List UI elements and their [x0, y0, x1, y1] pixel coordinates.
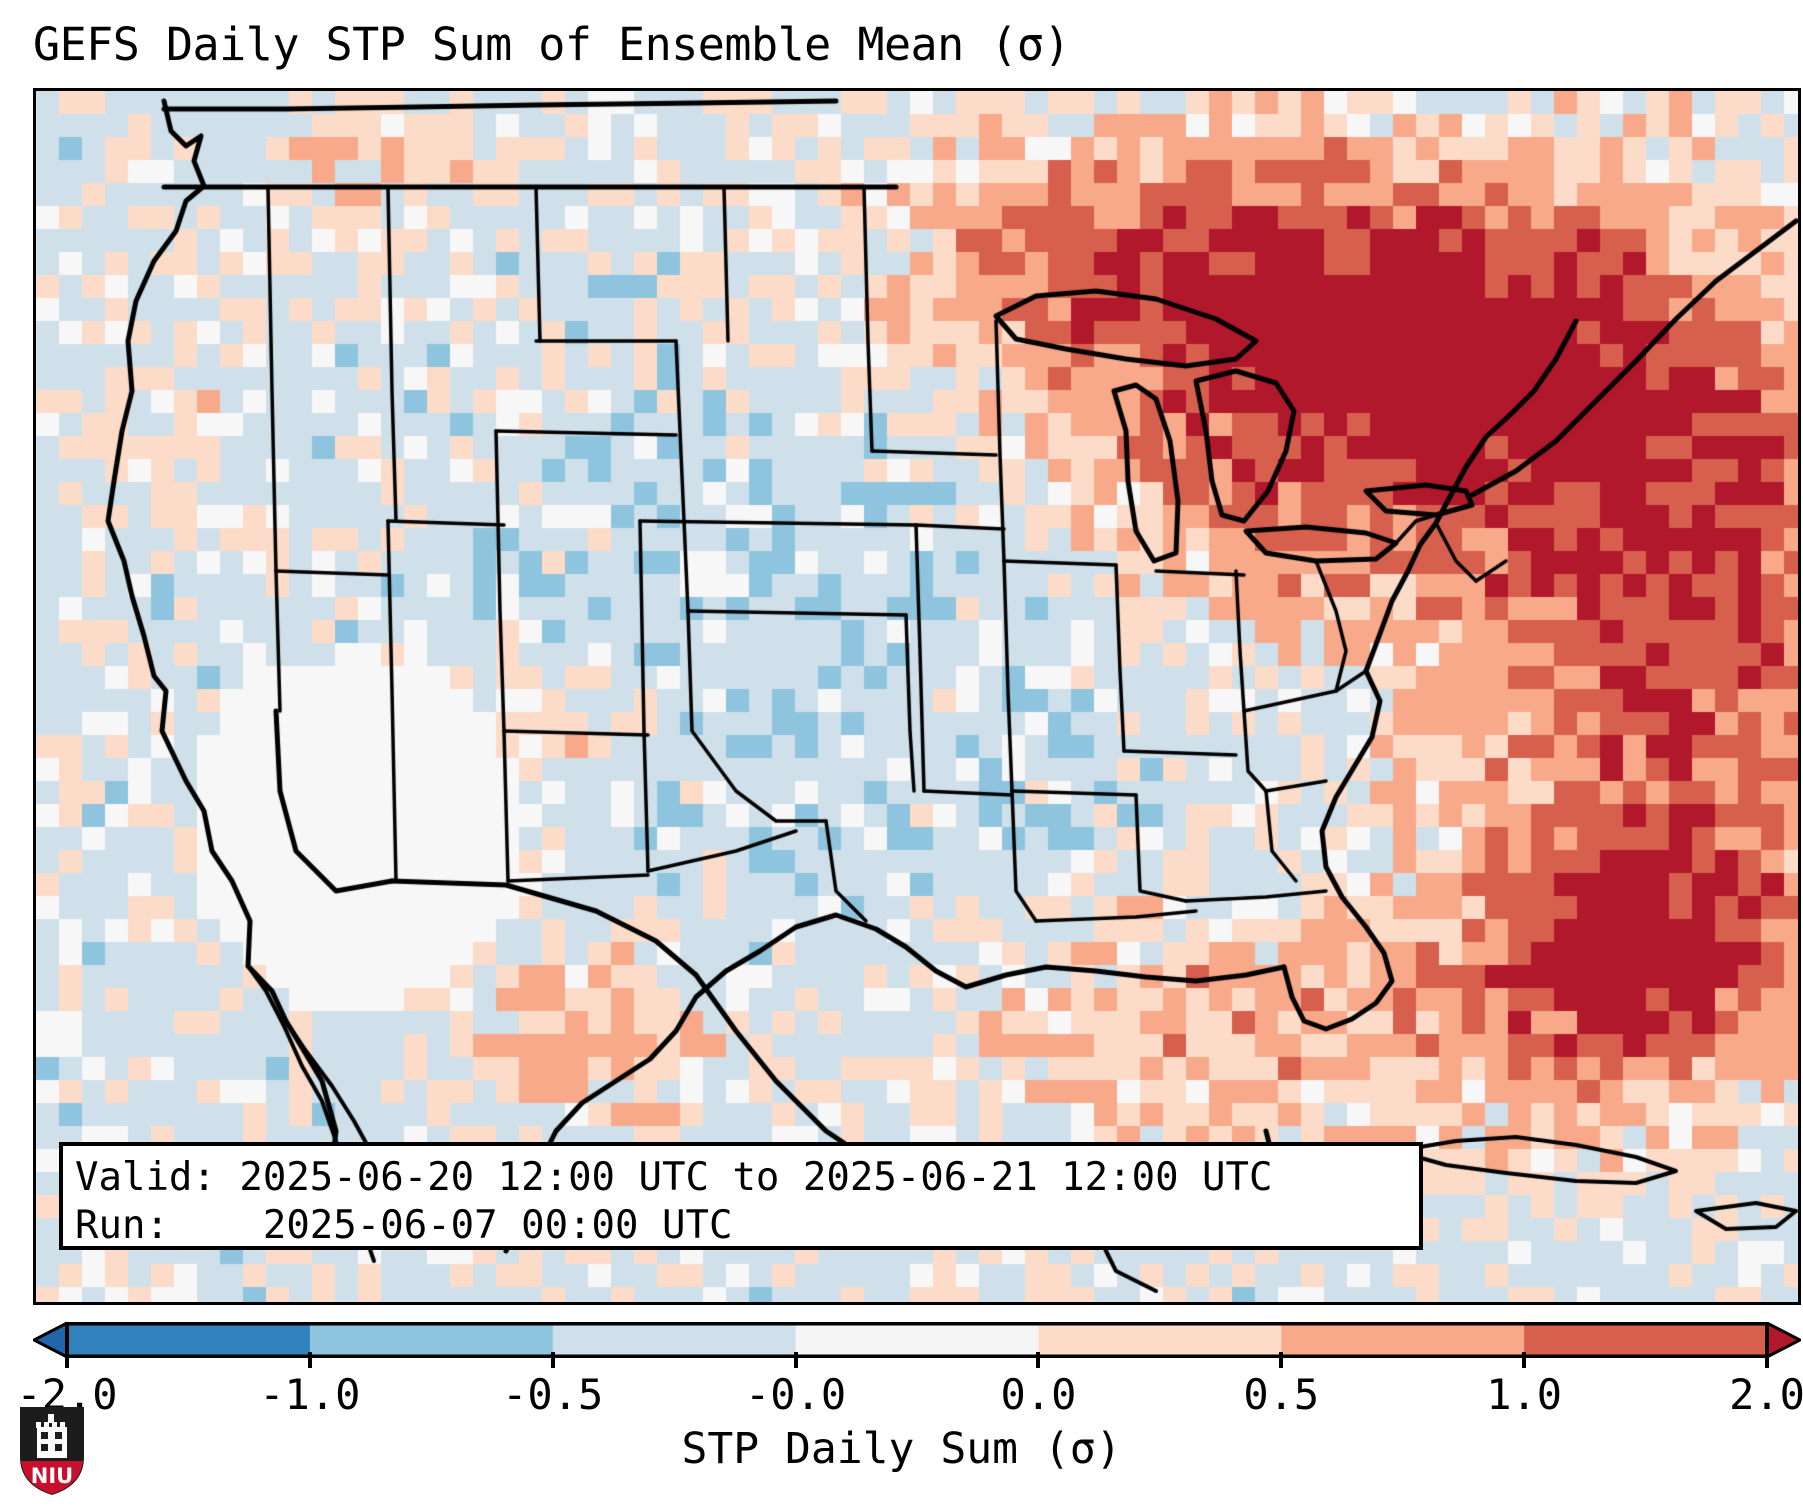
forecast-info-box: Valid: 2025-06-20 12:00 UTC to 2025-06-2…	[59, 1142, 1423, 1250]
valid-time-text: Valid: 2025-06-20 12:00 UTC to 2025-06-2…	[75, 1155, 1273, 1200]
colorbar-tick-label: 1.0	[1486, 1370, 1563, 1419]
map-plot-area	[33, 88, 1801, 1305]
colorbar-tick	[1279, 1352, 1284, 1368]
colorbar-segment	[1524, 1323, 1768, 1357]
colorbar-tick	[307, 1352, 312, 1368]
page-title: GEFS Daily STP Sum of Ensemble Mean (σ)	[33, 18, 1071, 71]
colorbar-tick	[793, 1352, 798, 1368]
logo-text: NIU	[31, 1464, 73, 1488]
colorbar-outline	[65, 1322, 1769, 1358]
colorbar-tick	[550, 1352, 555, 1368]
colorbar-segment	[795, 1323, 1040, 1357]
colorbar-tick	[65, 1352, 69, 1368]
colorbar-tick-label: -1.0	[259, 1370, 361, 1419]
colorbar-axis-label: STP Daily Sum (σ)	[681, 1424, 1122, 1474]
colorbar-segment	[67, 1323, 311, 1357]
run-time-text: Run: 2025-06-07 00:00 UTC	[75, 1203, 733, 1248]
colorbar-segment	[1038, 1323, 1282, 1357]
colorbar-tick-label: 0.5	[1243, 1370, 1320, 1419]
colorbar-segment	[1281, 1323, 1525, 1357]
colorbar-gradient	[33, 1322, 1801, 1358]
colorbar-tick	[1522, 1352, 1527, 1368]
colorbar	[33, 1322, 1801, 1358]
colorbar-tick-label: 0.0	[1000, 1370, 1077, 1419]
logo-tower-windows	[41, 1432, 62, 1451]
colorbar-ticks: -2.0 -1.0 -0.5 -0.0 0.0 0.5 1.0 2.0	[0, 1352, 1803, 1422]
colorbar-tick-label: -0.5	[502, 1370, 604, 1419]
stp-anomaly-heatmap	[36, 91, 1798, 1302]
colorbar-tick	[1036, 1352, 1041, 1368]
niu-logo: NIU	[20, 1407, 84, 1495]
logo-banner-shape	[21, 1457, 83, 1494]
colorbar-segment	[309, 1323, 554, 1357]
colorbar-tick-label: 2.0	[1729, 1370, 1803, 1419]
colorbar-tick-label: -0.0	[744, 1370, 847, 1419]
colorbar-tick	[1765, 1352, 1769, 1368]
colorbar-segment	[552, 1323, 797, 1357]
